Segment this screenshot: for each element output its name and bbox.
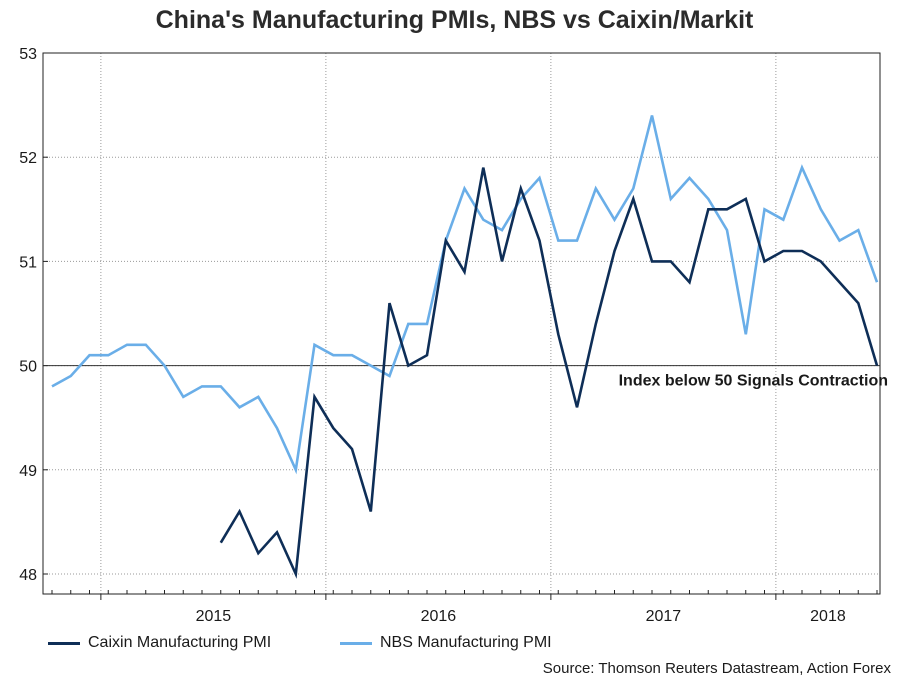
x-tick-label: 2016 [421,608,457,625]
x-tick-label: 2015 [196,608,232,625]
reference-line-label: Index below 50 Signals Contraction [619,373,888,390]
legend-swatch-nbs [340,641,372,645]
legend-swatch-caixin [48,641,80,645]
grid-layer [43,53,880,594]
y-tick-label: 52 [19,150,37,167]
axes-layer [42,52,881,600]
y-tick-label: 51 [19,254,37,271]
x-tick-label: 2018 [810,608,846,625]
series-line-caixin [219,167,879,579]
legend-label-nbs: NBS Manufacturing PMI [380,634,552,651]
series-line-nbs [51,115,879,475]
legend-item-caixin: Caixin Manufacturing PMI [48,634,271,652]
y-tick-label: 50 [19,359,37,376]
source-note: Source: Thomson Reuters Datastream, Acti… [542,660,891,677]
y-tick-label: 49 [19,463,37,480]
plot-frame [42,52,881,595]
series-layer [51,115,879,579]
x-tick-label: 2017 [646,608,682,625]
y-tick-label: 53 [19,46,37,63]
chart-title: China's Manufacturing PMIs, NBS vs Caixi… [155,6,754,34]
labels-layer: 48 49 50 51 52 53 2015 2016 2017 2018 Index below … [19,46,888,625]
legend-label-caixin: Caixin Manufacturing PMI [88,634,272,651]
legend-item-nbs: NBS Manufacturing PMI [340,634,552,652]
y-tick-label: 48 [19,567,37,584]
